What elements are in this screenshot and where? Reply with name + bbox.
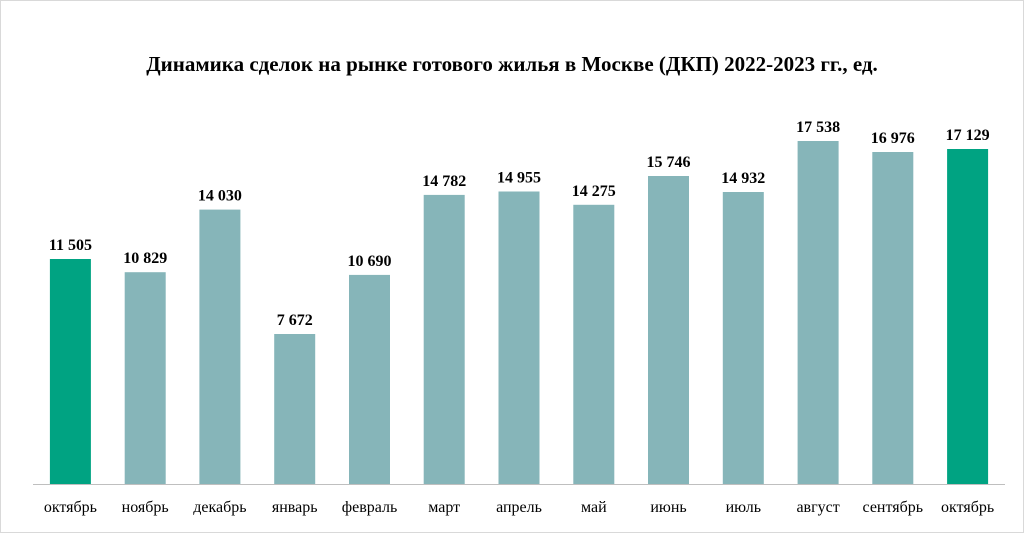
bar-0: [49, 259, 91, 484]
category-label-0: октябрь: [44, 499, 97, 516]
value-label-7: 14 275: [572, 183, 616, 200]
value-label-6: 14 955: [497, 170, 541, 187]
bar-5: [423, 194, 465, 484]
value-label-1: 10 829: [123, 250, 167, 267]
bar-4: [349, 274, 390, 484]
category-label-8: июнь: [650, 499, 686, 516]
bar-9: [722, 192, 764, 484]
value-label-9: 14 932: [721, 170, 765, 187]
category-label-3: январь: [272, 499, 318, 516]
value-label-0: 11 505: [49, 237, 92, 254]
category-label-9: июль: [726, 499, 761, 516]
bar-11: [872, 152, 914, 484]
value-label-5: 14 782: [422, 173, 466, 190]
category-label-11: сентябрь: [863, 499, 924, 516]
value-label-3: 7 672: [277, 312, 313, 329]
bar-10: [797, 141, 839, 484]
category-label-12: октябрь: [941, 499, 994, 516]
category-label-7: май: [581, 499, 607, 516]
category-label-1: ноябрь: [122, 499, 169, 516]
value-label-10: 17 538: [796, 119, 840, 136]
bars-group: [49, 141, 989, 485]
bar-7: [573, 204, 615, 485]
category-label-6: апрель: [496, 499, 542, 516]
bar-1: [124, 272, 166, 484]
bar-2: [199, 209, 241, 484]
bar-12: [947, 149, 989, 484]
category-label-4: февраль: [342, 499, 398, 516]
bar-6: [498, 191, 540, 484]
value-label-4: 10 690: [348, 253, 392, 270]
category-labels-group: октябрь ноябрь декабрь январь февраль март апр…: [44, 499, 994, 516]
bar-3: [274, 334, 316, 484]
value-labels-group: 11 505 10 829 14 030 7 672 10 690 14 782 14 95…: [49, 119, 990, 329]
value-label-11: 16 976: [871, 130, 915, 147]
bar-8: [648, 176, 689, 484]
category-label-5: март: [428, 499, 460, 516]
category-label-10: август: [796, 499, 839, 516]
category-label-2: декабрь: [193, 499, 246, 516]
value-label-8: 15 746: [647, 154, 691, 171]
value-label-12: 17 129: [946, 127, 990, 144]
value-label-2: 14 030: [198, 188, 242, 205]
chart-title: Динамика сделок на рынке готового жилья …: [146, 52, 878, 76]
